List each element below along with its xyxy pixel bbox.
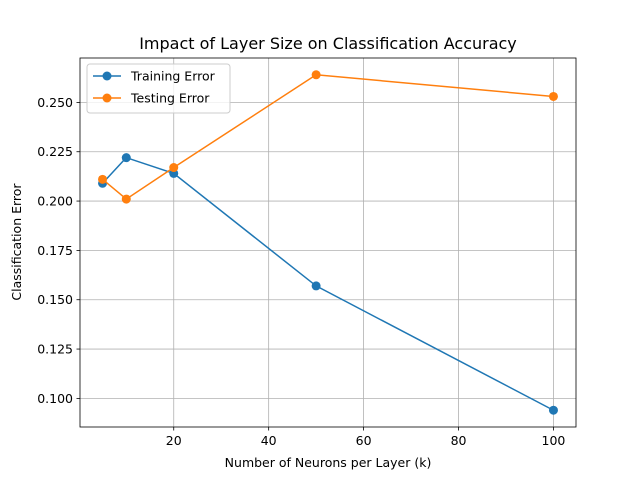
y-tick-label: 0.125	[37, 342, 73, 357]
y-tick-label: 0.100	[37, 391, 73, 406]
x-tick-label: 80	[451, 433, 467, 448]
legend-box	[86, 63, 231, 114]
series-line-training-error	[101, 156, 554, 411]
y-tick-label: 0.175	[37, 243, 73, 258]
data-point-testing-error	[548, 91, 558, 101]
series-layer	[98, 70, 558, 415]
data-point-testing-error	[169, 163, 179, 173]
x-axis-ticks: 20 40 60 80 100	[166, 427, 566, 448]
plot-frame	[79, 57, 577, 428]
y-tick-label: 0.250	[37, 95, 73, 110]
legend: Training Error Testing Error	[86, 63, 231, 114]
x-tick-label: 40	[261, 433, 277, 448]
legend-marker-testing	[102, 93, 112, 103]
data-point-testing-error	[121, 194, 131, 204]
y-axis-label: Classification Error	[9, 183, 24, 301]
data-point-testing-error	[311, 70, 321, 80]
legend-label-training: Training Error	[130, 69, 216, 84]
x-axis-label: Number of Neurons per Layer (k)	[225, 455, 432, 470]
chart-title: Impact of Layer Size on Classification A…	[139, 34, 517, 53]
data-point-testing-error	[98, 174, 108, 184]
data-point-training-error	[311, 281, 321, 291]
x-tick-label: 100	[542, 433, 566, 448]
legend-marker-training	[102, 71, 112, 81]
legend-label-testing: Testing Error	[130, 91, 210, 106]
y-axis-ticks: 0.100 0.125 0.150 0.175 0.200 0.225 0.250	[37, 95, 80, 406]
data-point-training-error	[548, 405, 558, 415]
data-point-training-error	[121, 153, 131, 163]
y-tick-label: 0.150	[37, 292, 73, 307]
y-tick-label: 0.225	[37, 144, 73, 159]
y-tick-label: 0.200	[37, 194, 73, 209]
x-tick-label: 60	[356, 433, 372, 448]
x-tick-label: 20	[166, 433, 182, 448]
